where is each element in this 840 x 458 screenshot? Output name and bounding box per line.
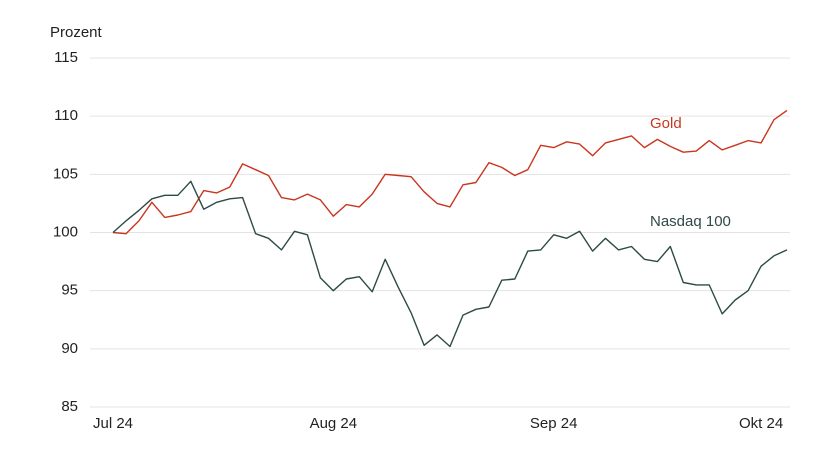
y-tick-label: 115 [54, 49, 78, 66]
line-series [112, 109, 788, 235]
x-tick-label: Sep 24 [530, 415, 578, 432]
y-tick-label: 85 [61, 398, 78, 415]
x-tick-label: Okt 24 [739, 415, 783, 432]
y-tick-label: 110 [54, 107, 78, 124]
y-tick-label: 105 [53, 165, 78, 182]
series-label: Gold [650, 115, 682, 132]
y-tick-label: 95 [61, 282, 78, 299]
x-tick-label: Aug 24 [310, 415, 358, 432]
y-tick-label: 100 [53, 223, 78, 240]
line-series [112, 180, 788, 348]
x-tick-label: Jul 24 [93, 415, 133, 432]
y-axis-label: Prozent [50, 24, 103, 41]
y-tick-label: 90 [61, 340, 78, 357]
series-label: Nasdaq 100 [650, 213, 731, 230]
